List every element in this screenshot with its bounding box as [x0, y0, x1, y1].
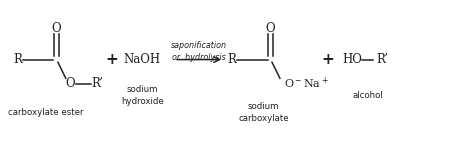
- Text: sodium
hydroxide: sodium hydroxide: [121, 85, 164, 106]
- Text: HO: HO: [342, 53, 362, 66]
- Text: O: O: [65, 77, 75, 90]
- Text: alcohol: alcohol: [353, 91, 383, 100]
- Text: R’: R’: [91, 77, 104, 90]
- Text: or  hydrolysis: or hydrolysis: [172, 53, 226, 62]
- Text: NaOH: NaOH: [124, 53, 161, 66]
- Text: O: O: [265, 22, 275, 35]
- Text: +: +: [106, 52, 118, 67]
- Text: sodium
carboxylate: sodium carboxylate: [238, 102, 289, 123]
- Text: O$^-$Na$^+$: O$^-$Na$^+$: [284, 76, 329, 91]
- Text: R: R: [228, 53, 236, 66]
- Text: carboxylate ester: carboxylate ester: [8, 108, 84, 117]
- Text: R’: R’: [376, 53, 388, 66]
- Text: R: R: [13, 53, 22, 66]
- Text: +: +: [321, 52, 334, 67]
- Text: O: O: [51, 22, 61, 35]
- Text: saponification: saponification: [171, 41, 227, 50]
